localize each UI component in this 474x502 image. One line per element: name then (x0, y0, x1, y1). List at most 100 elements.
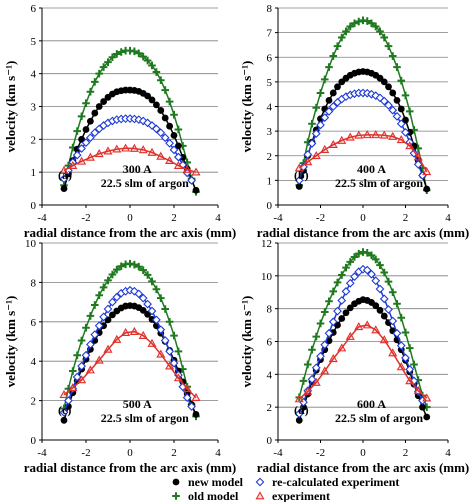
data-point (294, 409, 304, 419)
data-point (345, 132, 355, 141)
data-point (85, 365, 95, 374)
data-point (320, 366, 330, 375)
data-point (337, 33, 346, 42)
data-point (104, 58, 112, 66)
data-point (157, 76, 165, 85)
data-point (148, 96, 156, 104)
data-point (64, 396, 73, 405)
data-point (77, 361, 86, 371)
panel-gas: 22.5 slm of argon (335, 176, 423, 190)
data-point (376, 306, 384, 314)
y-tick-label: 3 (267, 126, 273, 138)
data-point (316, 120, 325, 130)
data-point (410, 360, 418, 369)
series-old-model (295, 16, 431, 195)
legend-marker (255, 477, 265, 487)
data-point (169, 145, 179, 155)
data-point (82, 126, 90, 133)
data-point (117, 262, 125, 271)
x-tick-label: -2 (81, 212, 90, 224)
x-tick-label: 2 (403, 447, 409, 459)
y-tick-label: 6 (31, 3, 37, 15)
data-point (153, 101, 160, 109)
data-point (121, 143, 131, 152)
data-point (174, 152, 183, 162)
data-point (311, 377, 321, 386)
data-point (165, 361, 175, 370)
data-point (380, 312, 388, 320)
data-point (130, 47, 139, 56)
data-point (328, 139, 338, 149)
data-point (77, 375, 87, 384)
y-tick-label: 1 (31, 167, 37, 179)
data-point (333, 42, 342, 50)
y-tick-label: 12 (261, 238, 272, 250)
data-point (157, 294, 165, 302)
data-point (388, 316, 398, 326)
y-tick-label: 8 (267, 3, 273, 15)
data-point (295, 416, 303, 424)
data-point (144, 92, 152, 100)
data-point (392, 328, 402, 338)
data-point (405, 141, 415, 150)
data-point (81, 350, 91, 360)
y-tick-label: 3 (31, 102, 37, 114)
data-point (320, 340, 330, 350)
data-point (337, 296, 347, 305)
y-tick-label: 0 (267, 200, 273, 212)
data-point (170, 110, 178, 119)
y-tick-label: 2 (267, 151, 273, 163)
data-point (379, 294, 389, 304)
data-point (307, 139, 317, 148)
data-point (362, 320, 372, 329)
data-point (402, 116, 409, 124)
data-point (91, 109, 99, 117)
panel-gas: 22.5 slm of argon (335, 411, 423, 425)
x-tick-label: 0 (127, 212, 133, 224)
data-point (345, 278, 355, 288)
data-point (384, 305, 393, 314)
data-point (312, 103, 321, 112)
data-point (109, 311, 116, 319)
data-point (147, 338, 157, 347)
data-point (423, 413, 431, 421)
data-point (165, 346, 174, 356)
data-point (100, 98, 107, 105)
x-tick-label: -2 (316, 212, 325, 224)
data-point (147, 306, 157, 316)
x-tick-label: 4 (215, 212, 221, 224)
data-point (389, 89, 397, 97)
data-point (161, 86, 169, 94)
y-tick-label: 7 (267, 28, 273, 40)
data-point (152, 315, 161, 325)
data-point (86, 312, 95, 320)
data-point (308, 345, 316, 354)
data-point (113, 50, 121, 58)
y-tick-label: 6 (267, 52, 273, 64)
x-tick-label: 2 (171, 212, 177, 224)
legend-label: re-calculated experiment (272, 475, 399, 489)
data-point (147, 147, 157, 156)
data-point (99, 312, 108, 322)
data-point (328, 102, 338, 111)
data-point (316, 89, 325, 97)
data-point (311, 129, 321, 138)
legend-item: re-calculated experiment (255, 475, 399, 489)
data-point (342, 27, 350, 36)
panel-label: (c) (58, 403, 71, 417)
data-point (72, 372, 82, 382)
data-point (191, 392, 201, 401)
panel-current: 500 A (123, 397, 152, 411)
y-tick-label: 2 (31, 134, 37, 146)
data-point (170, 131, 178, 139)
data-point (401, 353, 410, 363)
x-tick-label: 0 (360, 447, 366, 459)
data-point (367, 19, 376, 28)
y-tick-label: 8 (31, 277, 37, 289)
data-point (95, 69, 103, 78)
data-point (160, 133, 170, 143)
data-point (367, 251, 376, 260)
data-point (324, 107, 334, 116)
data-point (388, 105, 398, 115)
data-point (371, 255, 380, 264)
